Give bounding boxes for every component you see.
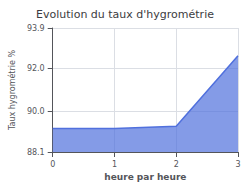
svg-text:2: 2 — [174, 160, 179, 169]
svg-text:88.1: 88.1 — [27, 148, 45, 157]
svg-text:3: 3 — [235, 160, 240, 169]
svg-text:92.0: 92.0 — [27, 64, 45, 73]
svg-text:heure par heure: heure par heure — [104, 172, 186, 182]
svg-text:90.0: 90.0 — [27, 107, 45, 116]
svg-text:Taux hygrométrie %: Taux hygrométrie % — [7, 50, 17, 132]
svg-text:Evolution du taux d'hygrométri: Evolution du taux d'hygrométrie — [36, 8, 214, 21]
svg-text:1: 1 — [112, 160, 117, 169]
svg-text:93.9: 93.9 — [27, 24, 45, 33]
svg-text:0: 0 — [50, 160, 55, 169]
